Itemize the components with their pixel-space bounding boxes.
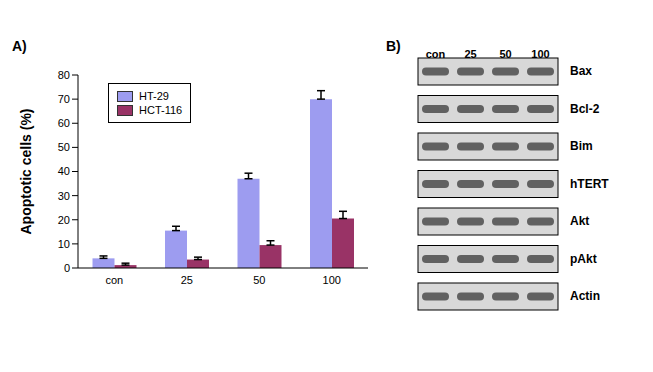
- html-text:Bax: Bax: [570, 64, 592, 78]
- svg-text:20: 20: [58, 214, 70, 226]
- svg-text:50: 50: [58, 141, 70, 153]
- html-text:A): A): [12, 38, 27, 54]
- html-text:Bim: Bim: [570, 139, 593, 153]
- svg-text:50: 50: [253, 274, 265, 286]
- html-text:Bcl-2: Bcl-2: [570, 101, 600, 116]
- svg-text:40: 40: [58, 165, 70, 177]
- svg-text:30: 30: [58, 190, 70, 202]
- html-text:Actin: Actin: [570, 289, 600, 303]
- html-text:100: 100: [531, 48, 550, 60]
- svg-text:Apoptotic cells (%): Apoptotic cells (%): [18, 108, 34, 234]
- svg-text:con: con: [105, 274, 123, 286]
- svg-text:10: 10: [58, 238, 70, 250]
- svg-text:25: 25: [181, 274, 193, 286]
- html-text:con: con: [425, 48, 446, 60]
- svg-text:0: 0: [64, 262, 70, 274]
- html-text:hTERT: hTERT: [570, 176, 609, 191]
- html-text:Akt: Akt: [570, 214, 590, 228]
- html-text:B): B): [386, 38, 401, 54]
- html-text:HCT-116: HCT-116: [139, 104, 183, 116]
- html-text:pAkt: pAkt: [570, 251, 597, 266]
- svg-text:100: 100: [323, 274, 341, 286]
- svg-text:80: 80: [58, 69, 70, 81]
- html-text:HT-29: HT-29: [139, 90, 169, 102]
- svg-text:70: 70: [58, 93, 70, 105]
- html-text:25: 25: [464, 48, 477, 60]
- svg-text:60: 60: [58, 117, 70, 129]
- html-text:50: 50: [499, 48, 512, 60]
